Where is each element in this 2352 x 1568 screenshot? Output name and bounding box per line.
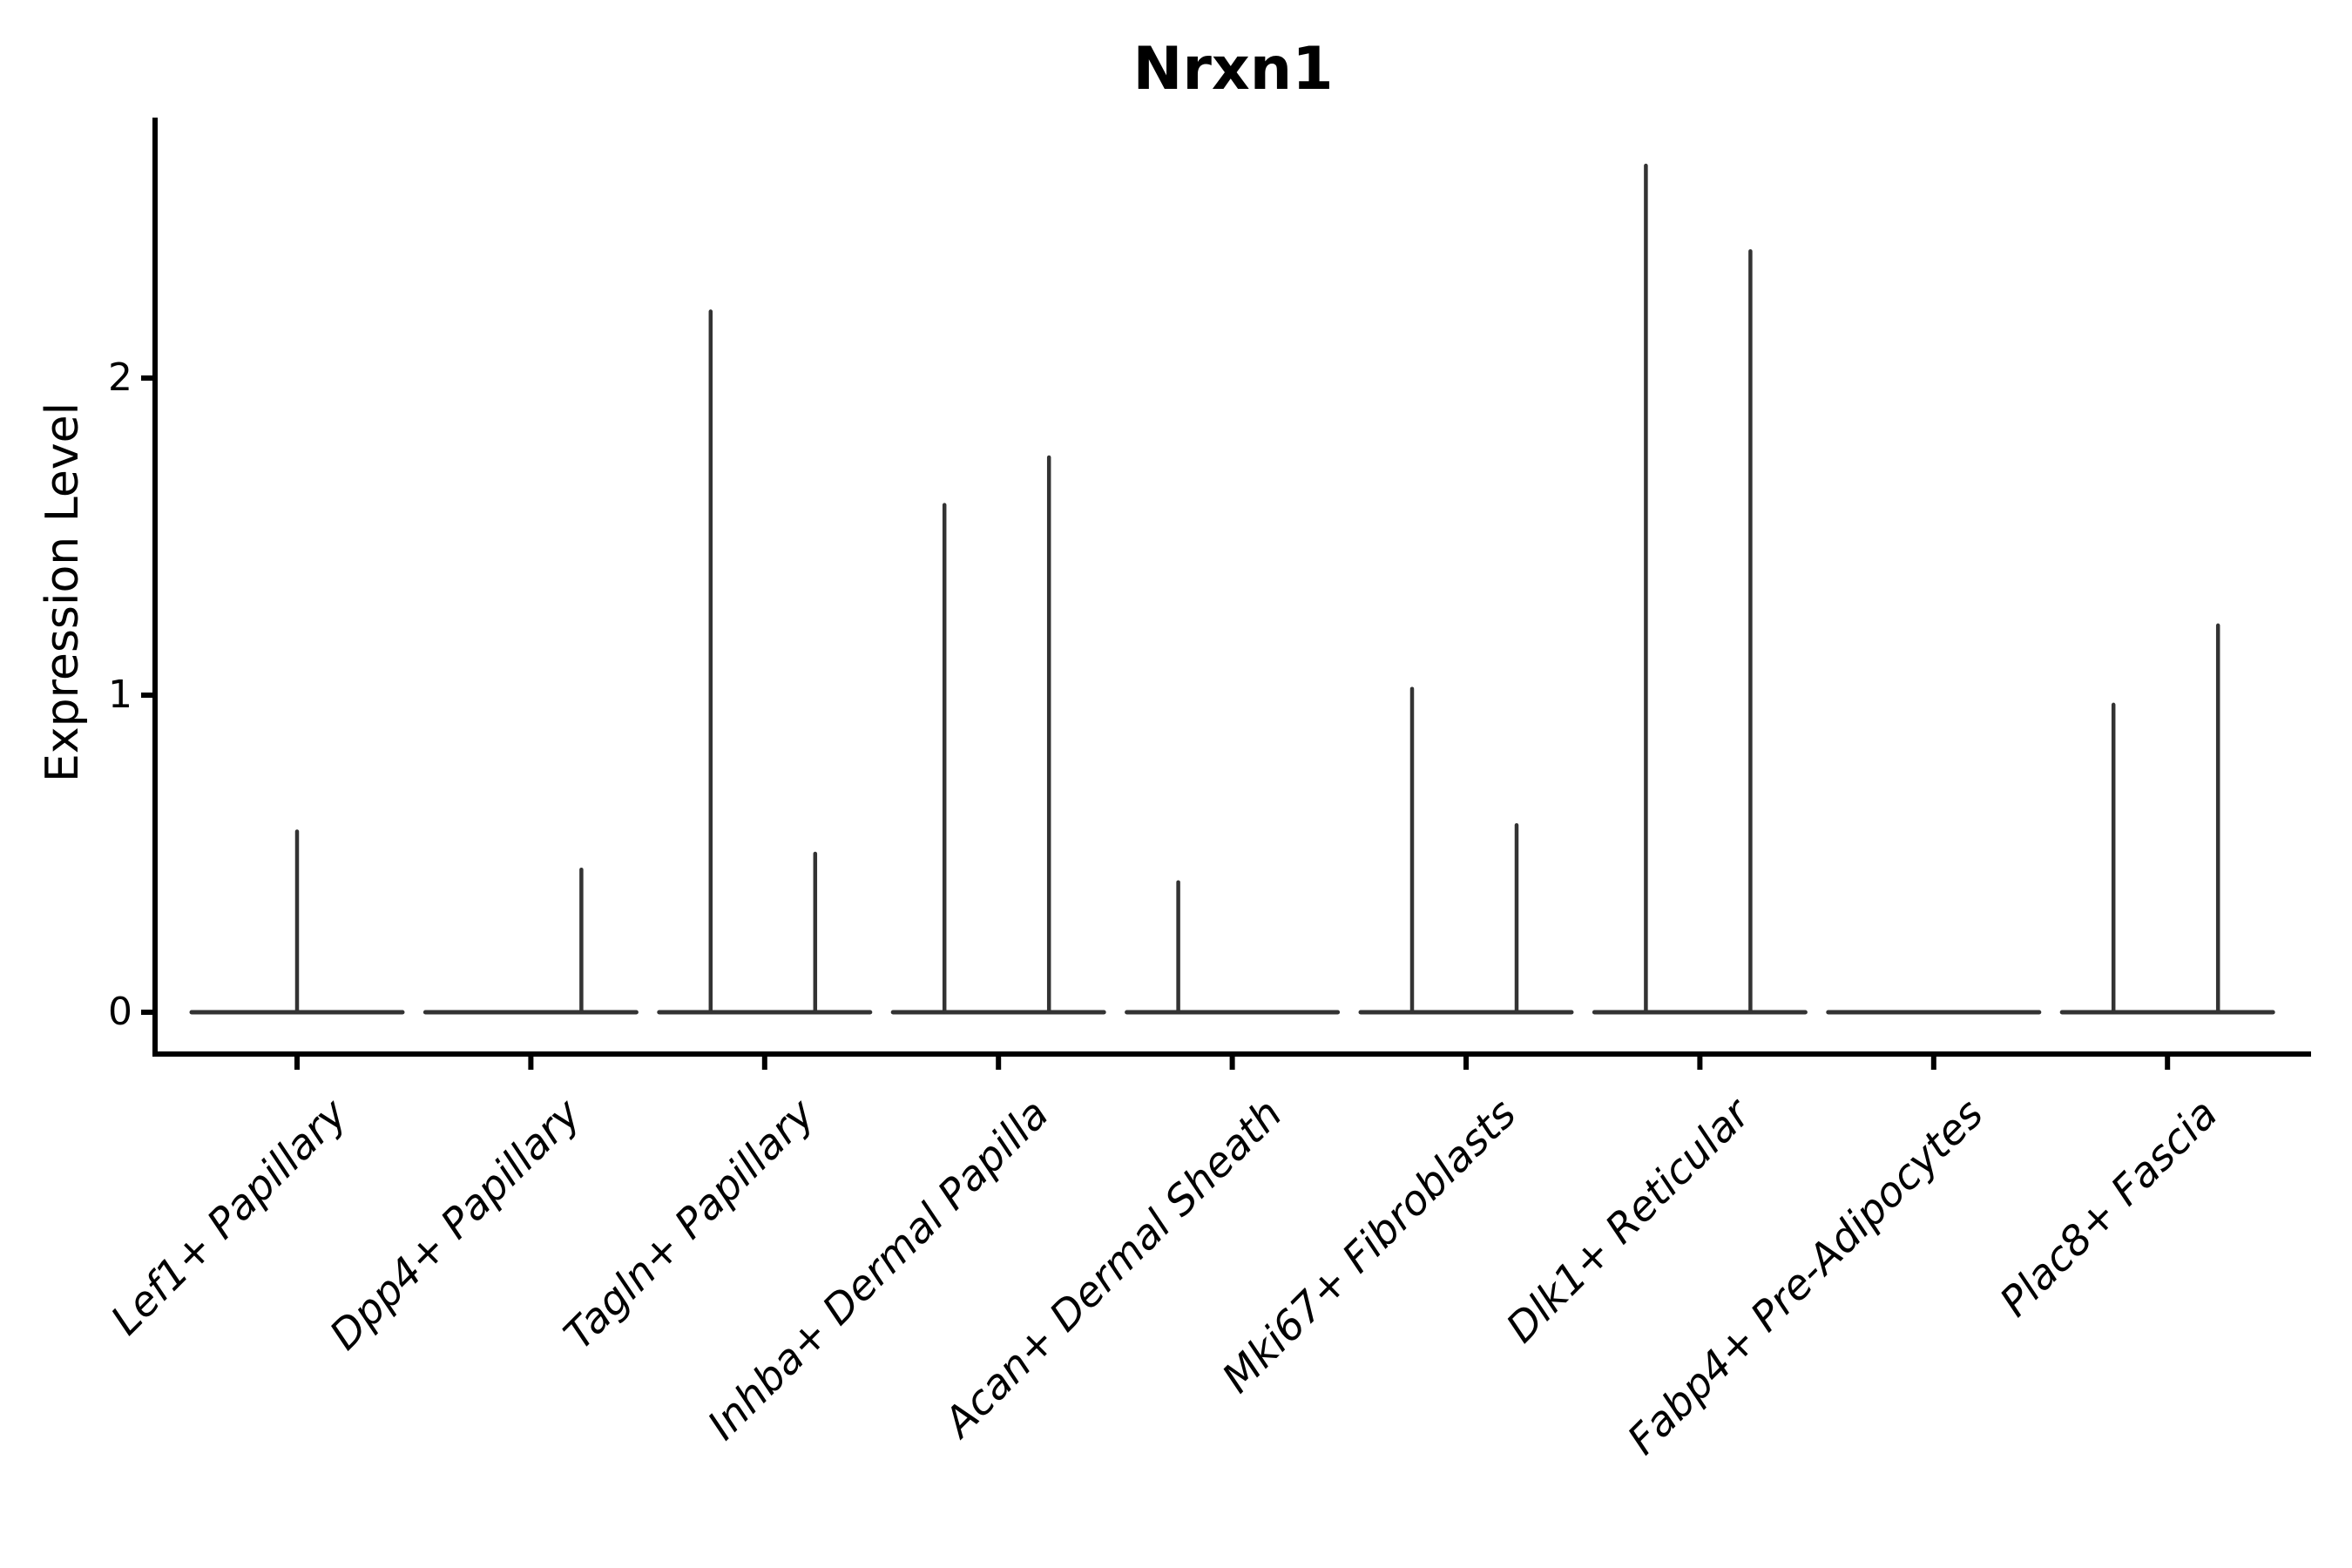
y-tick-label: 2 [108, 355, 132, 400]
y-tick-label: 1 [108, 672, 132, 717]
y-tick-label: 0 [108, 990, 132, 1034]
chart-title: Nrxn1 [1132, 35, 1334, 104]
